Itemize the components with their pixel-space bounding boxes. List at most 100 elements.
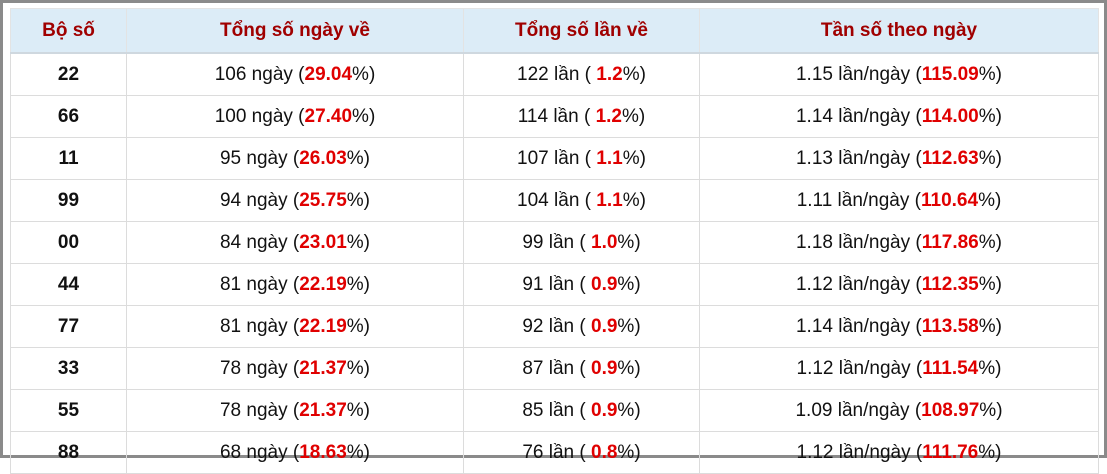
table-row: 22 106 ngày (29.04%) 122 lần ( 1.2%) 1.15 l… (10, 52, 1099, 96)
header-cell: Bộ số (10, 8, 127, 54)
percent-value: 27.40 (304, 105, 353, 127)
cell-text: 1.11 lần/ngày ( (796, 189, 921, 211)
percent-value: 117.86 (921, 231, 979, 253)
cell-text: 92 lần ( (522, 315, 591, 337)
cell-text: 1.14 lần/ngày ( (795, 315, 922, 337)
stat-cell: 106 ngày (29.04%) (126, 52, 464, 96)
percent-value: 108.97 (921, 399, 980, 421)
cell-text: %) (346, 273, 370, 295)
cell-text: 87 lần ( (522, 357, 591, 379)
cell-text: 106 ngày ( (214, 63, 305, 85)
percent-value: 0.9 (591, 315, 618, 337)
stat-cell: 1.12 lần/ngày (111.54%) (699, 347, 1099, 390)
cell-text: 76 lần ( (522, 441, 591, 463)
header-cell: Tổng số lần về (463, 8, 700, 54)
cell-text: 99 lần ( (522, 231, 591, 253)
cell-text: %) (617, 273, 641, 295)
cell-text: 1.18 lần/ngày ( (795, 231, 922, 253)
cell-text: %) (622, 63, 646, 85)
number-cell: 33 (10, 347, 127, 390)
stat-cell: 81 ngày (22.19%) (126, 263, 464, 306)
cell-text: %) (352, 63, 376, 85)
number-cell: 44 (10, 263, 127, 306)
percent-value: 23.01 (299, 231, 347, 253)
cell-text: 68 ngày ( (219, 441, 300, 463)
cell-text: %) (346, 399, 370, 421)
percent-value: 111.76 (922, 441, 979, 463)
number-cell: 22 (10, 52, 127, 96)
cell-text: %) (622, 147, 646, 169)
cell-text: %) (978, 441, 1002, 463)
percent-value: 112.35 (921, 273, 979, 295)
cell-text: 1.12 lần/ngày ( (796, 357, 923, 379)
stat-cell: 92 lần ( 0.9%) (463, 305, 700, 348)
cell-text: 1.12 lần/ngày ( (796, 441, 923, 463)
cell-text: 85 lần ( (522, 399, 591, 421)
table-row: 33 78 ngày (21.37%) 87 lần ( 0.9%) 1.12 lần… (10, 347, 1099, 390)
cell-text: 84 ngày ( (219, 231, 300, 253)
stat-cell: 76 lần ( 0.8%) (463, 431, 700, 474)
cell-text: 78 ngày ( (219, 399, 300, 421)
cell-text: 1.12 lần/ngày ( (795, 273, 922, 295)
table-row: 66 100 ngày (27.40%) 114 lần ( 1.2%) 1.14 l… (10, 95, 1099, 138)
stat-cell: 100 ngày (27.40%) (126, 95, 464, 138)
table-row: 11 95 ngày (26.03%) 107 lần ( 1.1%) 1.13 lầ… (10, 137, 1099, 180)
cell-text: 91 lần ( (522, 273, 591, 295)
stat-cell: 78 ngày (21.37%) (126, 389, 464, 432)
cell-text: %) (617, 231, 641, 253)
stat-cell: 1.12 lần/ngày (111.76%) (699, 431, 1099, 474)
stat-cell: 1.14 lần/ngày (113.58%) (699, 305, 1099, 348)
cell-text: %) (346, 315, 370, 337)
stat-cell: 122 lần ( 1.2%) (463, 52, 700, 96)
stat-cell: 1.13 lần/ngày (112.63%) (699, 137, 1099, 180)
number-cell: 99 (10, 179, 127, 222)
cell-text: %) (978, 357, 1002, 379)
percent-value: 110.64 (920, 189, 979, 211)
cell-text: 100 ngày ( (214, 105, 305, 127)
percent-value: 26.03 (299, 147, 347, 169)
cell-text: 107 lần ( (517, 147, 597, 169)
cell-text: %) (622, 105, 646, 127)
stat-cell: 1.14 lần/ngày (114.00%) (699, 95, 1099, 138)
stat-cell: 85 lần ( 0.9%) (463, 389, 700, 432)
stat-cell: 107 lần ( 1.1%) (463, 137, 700, 180)
percent-value: 114.00 (921, 105, 979, 127)
percent-value: 0.9 (591, 399, 618, 421)
cell-text: %) (978, 63, 1002, 85)
cell-text: %) (978, 147, 1002, 169)
cell-text: %) (617, 315, 641, 337)
percent-value: 21.37 (299, 399, 347, 421)
cell-text: %) (352, 105, 376, 127)
cell-text: 104 lần ( (517, 189, 597, 211)
number-cell: 55 (10, 389, 127, 432)
percent-value: 29.04 (304, 63, 353, 85)
percent-value: 1.1 (596, 147, 623, 169)
stat-cell: 1.09 lần/ngày (108.97%) (699, 389, 1099, 432)
percent-value: 21.37 (299, 357, 347, 379)
table-row: 88 68 ngày (18.63%) 76 lần ( 0.8%) 1.12 lần… (10, 431, 1099, 474)
percent-value: 115.09 (921, 63, 979, 85)
cell-text: %) (978, 105, 1002, 127)
number-cell: 66 (10, 95, 127, 138)
number-cell: 00 (10, 221, 127, 264)
header-row: Bộ số Tổng số ngày về Tổng số lần về Tần số… (10, 8, 1099, 54)
cell-text: 1.14 lần/ngày ( (795, 105, 922, 127)
header-cell: Tần số theo ngày (699, 8, 1099, 54)
stats-table: Bộ số Tổng số ngày về Tổng số lần về Tần số… (10, 8, 1099, 474)
cell-text: %) (622, 189, 646, 211)
stat-cell: 94 ngày (25.75%) (126, 179, 464, 222)
percent-value: 0.9 (591, 357, 618, 379)
cell-text: %) (979, 399, 1003, 421)
cell-text: %) (617, 441, 641, 463)
cell-text: %) (617, 357, 641, 379)
table-row: 55 78 ngày (21.37%) 85 lần ( 0.9%) 1.09 lần… (10, 389, 1099, 432)
cell-text: 122 lần ( (517, 63, 597, 85)
cell-text: %) (617, 399, 641, 421)
cell-text: %) (346, 147, 370, 169)
percent-value: 113.58 (921, 315, 979, 337)
header-cell: Tổng số ngày về (126, 8, 464, 54)
cell-text: %) (346, 189, 370, 211)
table-body: 22 106 ngày (29.04%) 122 lần ( 1.2%) 1.15 l… (10, 52, 1099, 474)
stat-cell: 84 ngày (23.01%) (126, 221, 464, 264)
cell-text: 81 ngày ( (219, 273, 300, 295)
